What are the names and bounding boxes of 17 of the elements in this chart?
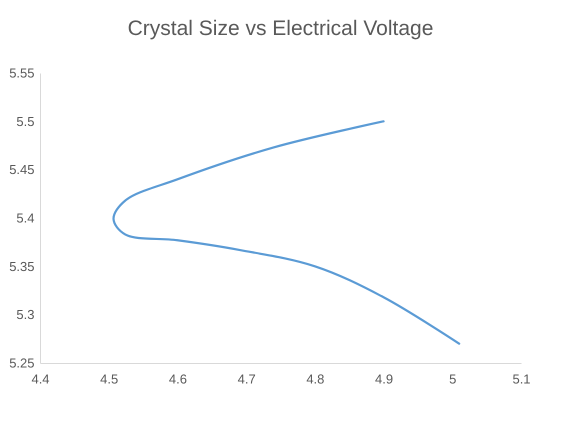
x-tick-label: 5.1	[512, 372, 531, 386]
y-tick-label: 5.5	[16, 114, 34, 129]
x-tick-label: 4.5	[100, 372, 118, 386]
x-tick-label: 4.8	[306, 372, 324, 386]
y-tick-label: 5.35	[9, 258, 34, 274]
x-tick-label: 4.7	[238, 372, 256, 386]
x-tick-label: 4.6	[168, 372, 187, 386]
y-tick-label: 5.55	[9, 66, 34, 80]
chart-title: Crystal Size vs Electrical Voltage	[128, 17, 434, 40]
line-series	[112, 120, 460, 345]
x-tick-label: 4.4	[31, 372, 50, 386]
x-tick-label: 5	[449, 372, 456, 386]
y-tick-label: 5.45	[9, 162, 34, 178]
y-tick-label: 5.4	[16, 210, 34, 226]
x-tick-label: 4.9	[375, 372, 394, 386]
y-tick-label: 5.25	[9, 356, 34, 370]
y-tick-label: 5.3	[16, 307, 34, 322]
